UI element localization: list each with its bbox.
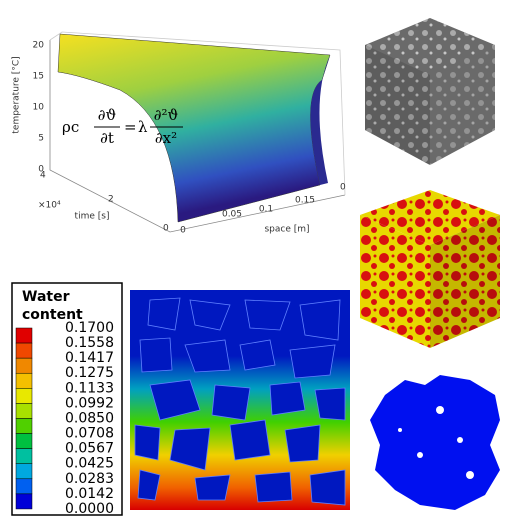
legend-swatch: [15, 433, 33, 449]
legend-title: Water: [22, 289, 70, 305]
legend-label: 0.0425: [65, 456, 114, 472]
z-tick-label: 15: [33, 72, 44, 82]
surface-side: [310, 55, 330, 185]
eq-part: ∂ϑ: [98, 106, 117, 124]
x-tick-label: 0: [163, 224, 169, 234]
legend-swatch: [15, 418, 33, 434]
corner-tick: 0: [340, 183, 346, 193]
legend-swatch: [15, 372, 33, 389]
pore-holes: [398, 406, 474, 479]
legend-label: 0.0142: [65, 486, 114, 502]
legend-swatch: [15, 388, 33, 404]
moisture-mesh: [130, 290, 350, 510]
y-label: space [m]: [264, 225, 309, 235]
legend-label: 0.1700: [65, 320, 114, 336]
eq-part: λ: [138, 118, 148, 136]
legend-label: 0.1558: [65, 335, 114, 351]
legend-label: 0.0850: [65, 410, 114, 426]
legend-swatch: [15, 403, 33, 419]
gray-cube: [365, 18, 495, 165]
eq-part: =: [124, 118, 137, 136]
axis-box: [49, 40, 346, 233]
surface: [57, 33, 331, 223]
legend-label: 0.0567: [65, 441, 114, 457]
x-tick-label: 4: [40, 171, 46, 181]
legend-label: 0.1133: [65, 380, 114, 396]
axis-box: [49, 31, 346, 196]
legend-swatch: [15, 493, 33, 510]
y-tick-label: 0.05: [222, 210, 242, 220]
legend-label: 0.0708: [65, 426, 114, 442]
legend-swatch: [15, 342, 33, 359]
y-tick-label: 0.15: [295, 196, 315, 206]
z-tick-label: 20: [33, 41, 45, 51]
z-tick-label: 0: [38, 165, 44, 175]
eq-part: ∂x²: [155, 129, 177, 147]
legend-label: 0.1275: [65, 365, 114, 381]
colored-cube: [360, 190, 500, 348]
legend-label: 0.0000: [65, 501, 114, 517]
pore-network: [370, 375, 500, 510]
x-tick-label: 2: [108, 195, 114, 205]
eq-part: ρc: [62, 118, 79, 136]
legend-swatch: [15, 463, 33, 480]
z-tick-label: 10: [33, 103, 45, 113]
legend-label: 0.0992: [65, 395, 114, 411]
legend-swatch: [15, 327, 33, 344]
z-label: temperature [°C]: [12, 56, 22, 133]
legend-label: 0.1417: [65, 350, 114, 366]
legend-swatch: [15, 357, 33, 374]
legend: Water content 0.17000.15580.14170.12750.…: [11, 282, 123, 517]
eq-part: ∂t: [100, 129, 114, 147]
x-exponent: ×10⁴: [38, 201, 61, 211]
legend-title: content: [22, 307, 83, 323]
z-tick-label: 5: [38, 134, 44, 144]
eq-part: ∂²ϑ: [154, 106, 179, 124]
legend-swatch: [15, 448, 33, 464]
y-tick-label: 0: [180, 226, 186, 236]
legend-label: 0.0283: [65, 471, 114, 487]
x-label: time [s]: [75, 212, 110, 222]
legend-swatch: [15, 478, 33, 495]
y-tick-label: 0.1: [259, 205, 273, 215]
equation: ρc ∂ϑ ∂t = λ ∂²ϑ ∂x²: [62, 106, 183, 147]
